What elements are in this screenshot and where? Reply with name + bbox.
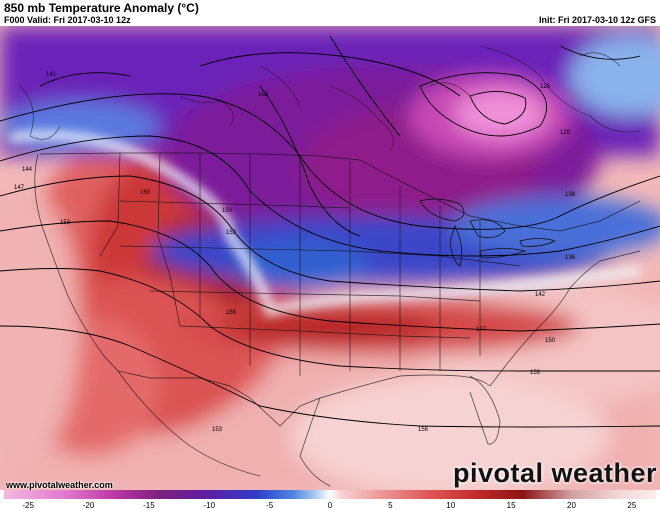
colorbar-tick-label: 20	[567, 501, 576, 510]
contour-label: 156	[226, 310, 237, 316]
init-time: Init: Fri 2017-03-10 12z GFS	[538, 15, 656, 25]
anomaly-map[interactable]: 141 126 129 153 144 147 150 153 138 136 …	[0, 26, 660, 490]
header: 850 mb Temperature Anomaly (°C) F000 Val…	[0, 0, 660, 26]
contour-label: 150	[140, 190, 151, 196]
contour-labels: 141 126 129 153 144 147 150 153 138 136 …	[14, 72, 576, 433]
contour-label: 142	[535, 292, 546, 298]
zero-line-band	[9, 130, 641, 318]
map-canvas: 141 126 129 153 144 147 150 153 138 136 …	[0, 26, 660, 490]
contour-label: 144	[22, 167, 33, 173]
contour-label: 150	[222, 208, 233, 214]
contour-label: 138	[565, 192, 576, 198]
colorbar-tick-label: 10	[446, 501, 456, 510]
colorbar-tick-label: -20	[82, 501, 95, 510]
contour-label: 147	[476, 327, 487, 333]
anomaly-fill	[0, 26, 660, 490]
map-title: 850 mb Temperature Anomaly (°C)	[4, 1, 199, 15]
contour-label: 153	[258, 92, 269, 98]
colorbar-tick-label: 5	[388, 501, 393, 510]
contour-label: 153	[212, 427, 223, 433]
contour-label: 153	[60, 220, 71, 226]
valid-time: F000 Valid: Fri 2017-03-10 12z	[4, 15, 131, 25]
contour-label: 147	[14, 185, 25, 191]
colorbar-tick-label: 25	[627, 501, 637, 510]
colorbar-tick-label: 15	[506, 501, 516, 510]
colorbar-tick-label: -25	[22, 501, 34, 510]
colorbar-tick-label: -5	[266, 501, 274, 510]
colorbar-gradient	[4, 490, 656, 499]
height-contours	[0, 35, 660, 428]
political-boundaries	[34, 152, 641, 487]
pivotal-weather-logo: pivotal weather	[453, 458, 658, 488]
contour-label: 153	[530, 370, 541, 376]
contour-label: 153	[226, 230, 237, 236]
contour-label: 136	[565, 255, 576, 261]
contour-label: 141	[46, 72, 57, 78]
website-url: www.pivotalweather.com	[6, 480, 113, 490]
colorbar-tick-label: -15	[143, 501, 155, 510]
colorbar: -25 -20 -15 -10 -5 0 5 10 15 20 25	[4, 490, 656, 510]
contour-label: 126	[540, 84, 551, 90]
contour-label: 156	[418, 427, 429, 433]
great-lakes	[419, 198, 557, 267]
colorbar-tick-label: 0	[327, 501, 333, 510]
contour-label: 150	[545, 338, 556, 344]
colorbar-tick-label: -10	[203, 501, 216, 510]
canada-coastlines	[19, 45, 641, 152]
contour-label: 129	[560, 130, 571, 136]
